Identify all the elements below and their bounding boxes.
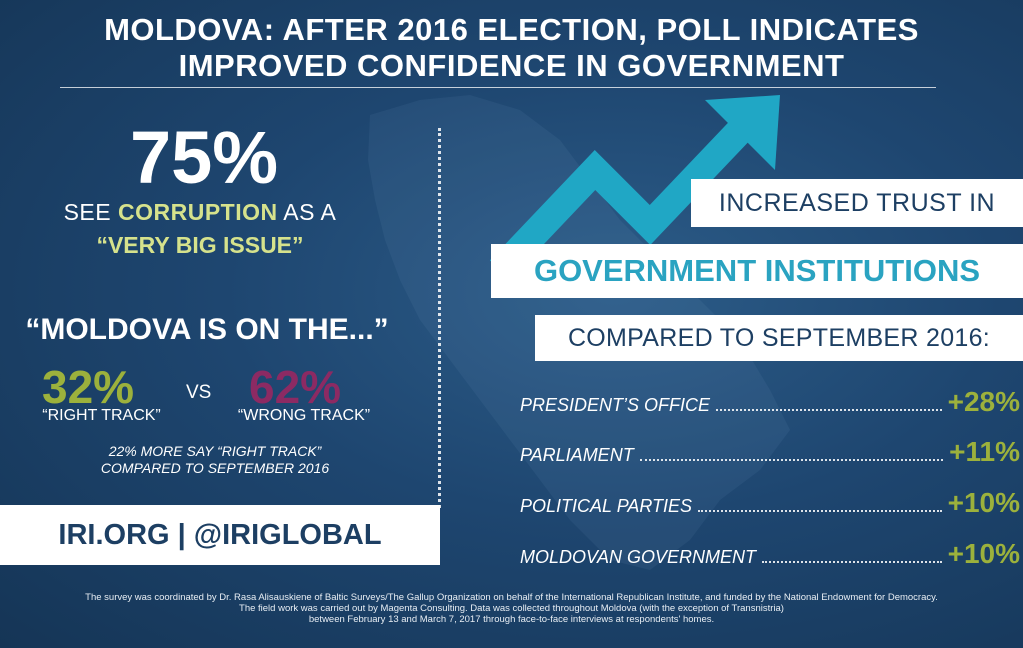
title-divider bbox=[60, 87, 936, 88]
institution-row-president: PRESIDENT’S OFFICE +28% bbox=[520, 386, 1020, 420]
institution-row-parties: POLITICAL PARTIES +10% bbox=[520, 487, 1020, 521]
note-line-1: 22% MORE SAY “RIGHT TRACK” bbox=[108, 443, 322, 459]
trust-line-2: GOVERNMENT INSTITUTIONS bbox=[533, 253, 981, 288]
versus-label: VS bbox=[186, 382, 212, 403]
as-a-text: AS A bbox=[283, 199, 337, 225]
title-line-1: MOLDOVA: AFTER 2016 ELECTION, POLL INDIC… bbox=[104, 12, 919, 47]
institution-change: +10% bbox=[947, 487, 1020, 518]
leader-dots bbox=[698, 510, 942, 512]
column-divider bbox=[438, 128, 441, 508]
trust-heading-box-2: GOVERNMENT INSTITUTIONS bbox=[491, 244, 1023, 298]
institution-change: +10% bbox=[947, 538, 1020, 569]
institution-row-government: MOLDOVAN GOVERNMENT +10% bbox=[520, 538, 1020, 572]
leader-dots bbox=[639, 459, 944, 461]
trust-heading-box-3: COMPARED TO SEPTEMBER 2016: bbox=[535, 315, 1023, 361]
note-line-2: COMPARED TO SEPTEMBER 2016 bbox=[100, 460, 330, 476]
methodology-footer: The survey was coordinated by Dr. Rasa A… bbox=[20, 592, 1003, 625]
leader-dots bbox=[716, 409, 942, 411]
trust-line-1: INCREASED TRUST IN bbox=[718, 189, 996, 217]
wrong-track-percent: 62% bbox=[249, 361, 342, 413]
see-text: SEE bbox=[63, 199, 112, 225]
corruption-percent: 75% bbox=[130, 116, 279, 199]
corruption-line: SEE CORRUPTION AS A bbox=[0, 199, 400, 226]
institution-name: PARLIAMENT bbox=[520, 445, 634, 465]
track-heading: “MOLDOVA IS ON THE...” bbox=[25, 313, 389, 346]
institution-name: POLITICAL PARTIES bbox=[520, 496, 693, 516]
right-track-note: 22% MORE SAY “RIGHT TRACK” COMPARED TO S… bbox=[60, 443, 370, 477]
footer-line-2: The field work was carried out by Magent… bbox=[239, 603, 784, 614]
footer-line-3: between February 13 and March 7, 2017 th… bbox=[308, 614, 715, 625]
institution-name: MOLDOVAN GOVERNMENT bbox=[520, 547, 757, 567]
wrong-track-label: “WRONG TRACK” bbox=[237, 407, 371, 424]
leader-dots bbox=[762, 561, 942, 563]
footer-line-1: The survey was coordinated by Dr. Rasa A… bbox=[85, 592, 938, 603]
page-title: MOLDOVA: AFTER 2016 ELECTION, POLL INDIC… bbox=[0, 12, 1023, 84]
right-track-label: “RIGHT TRACK” bbox=[42, 407, 161, 424]
institution-name: PRESIDENT’S OFFICE bbox=[520, 395, 711, 415]
very-big-issue: “VERY BIG ISSUE” bbox=[96, 232, 304, 258]
corruption-keyword: CORRUPTION bbox=[118, 199, 278, 225]
institution-change: +11% bbox=[949, 436, 1020, 467]
trust-heading-box-1: INCREASED TRUST IN bbox=[691, 179, 1023, 227]
branding-links[interactable]: IRI.ORG | @IRIGLOBAL bbox=[58, 519, 382, 551]
title-line-2: IMPROVED CONFIDENCE IN GOVERNMENT bbox=[178, 48, 845, 83]
institution-row-parliament: PARLIAMENT +11% bbox=[520, 436, 1020, 470]
right-track-percent: 32% bbox=[42, 361, 135, 413]
trust-line-3: COMPARED TO SEPTEMBER 2016: bbox=[567, 324, 991, 352]
branding-bar: IRI.ORG | @IRIGLOBAL bbox=[0, 505, 440, 565]
institution-change: +28% bbox=[947, 386, 1020, 417]
